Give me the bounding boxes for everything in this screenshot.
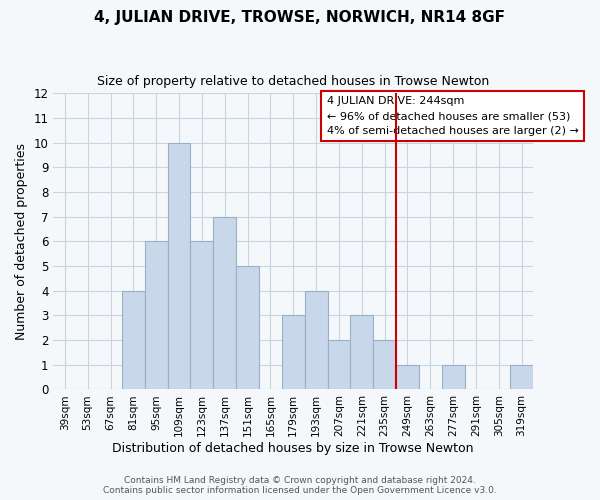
Bar <box>442 365 464 390</box>
Text: 4 JULIAN DRIVE: 244sqm
← 96% of detached houses are smaller (53)
4% of semi-deta: 4 JULIAN DRIVE: 244sqm ← 96% of detached… <box>327 96 578 136</box>
Bar <box>167 142 190 390</box>
Bar <box>145 242 167 390</box>
Bar <box>122 291 145 390</box>
Bar <box>350 316 373 390</box>
Bar <box>396 365 419 390</box>
Text: Contains HM Land Registry data © Crown copyright and database right 2024.
Contai: Contains HM Land Registry data © Crown c… <box>103 476 497 495</box>
Bar <box>190 242 214 390</box>
Title: Size of property relative to detached houses in Trowse Newton: Size of property relative to detached ho… <box>97 75 490 88</box>
Bar <box>373 340 396 390</box>
Bar <box>282 316 305 390</box>
Y-axis label: Number of detached properties: Number of detached properties <box>15 143 28 340</box>
Bar <box>214 216 236 390</box>
Bar <box>236 266 259 390</box>
Bar <box>328 340 350 390</box>
Text: 4, JULIAN DRIVE, TROWSE, NORWICH, NR14 8GF: 4, JULIAN DRIVE, TROWSE, NORWICH, NR14 8… <box>95 10 505 25</box>
Bar <box>305 291 328 390</box>
X-axis label: Distribution of detached houses by size in Trowse Newton: Distribution of detached houses by size … <box>112 442 474 455</box>
Bar <box>510 365 533 390</box>
